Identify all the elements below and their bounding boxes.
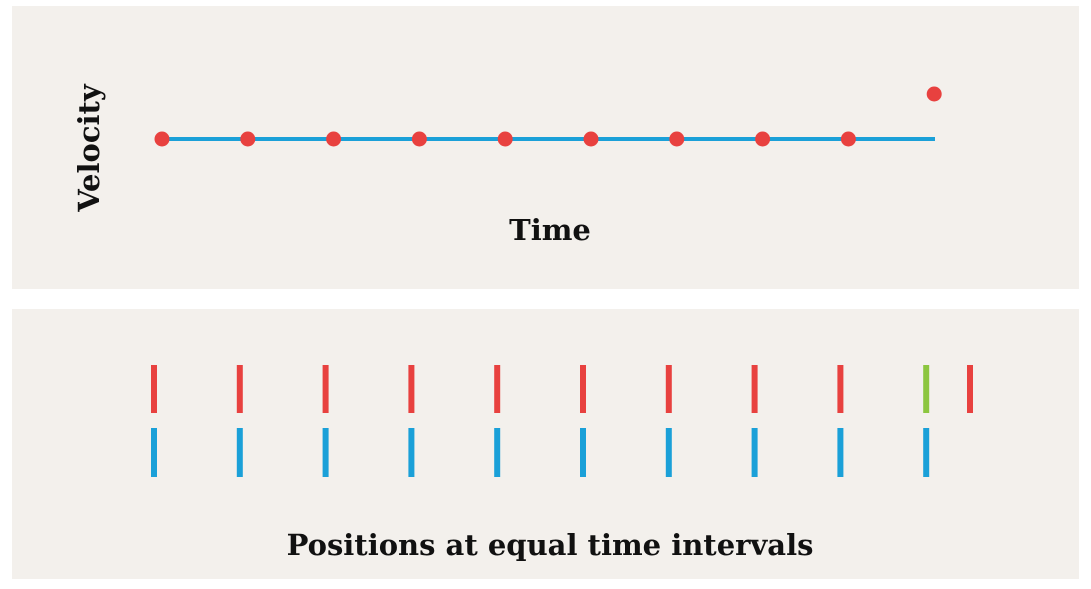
velocity-dot	[154, 131, 170, 147]
top-position-marks	[151, 365, 973, 413]
top-position-mark	[837, 365, 844, 413]
x-axis-label: Time	[509, 213, 591, 247]
bottom-position-mark	[408, 428, 415, 477]
bottom-position-mark	[580, 428, 586, 477]
bottom-position-marks	[151, 428, 930, 477]
top-position-mark	[236, 365, 243, 413]
y-axis-label: Velocity	[72, 83, 106, 213]
highlighted-position-mark	[923, 365, 930, 413]
top-position-mark	[151, 365, 157, 413]
velocity-dot	[411, 131, 427, 147]
velocity-dot	[755, 131, 771, 147]
bottom-position-mark	[837, 428, 844, 477]
bottom-position-mark	[665, 428, 672, 477]
top-position-mark	[408, 365, 415, 413]
bottom-position-mark	[151, 428, 157, 477]
velocity-dot	[840, 131, 856, 147]
shifted-position-mark	[967, 365, 973, 413]
velocity-graph: Velocity Time	[72, 83, 942, 247]
top-position-mark	[665, 365, 672, 413]
velocity-dot	[326, 131, 342, 147]
top-position-mark	[322, 365, 329, 413]
velocity-dot	[669, 131, 685, 147]
velocity-time-panel	[12, 6, 1079, 289]
positions-panel	[12, 309, 1079, 579]
top-position-mark	[494, 365, 501, 413]
bottom-position-mark	[751, 428, 758, 477]
positions-caption: Positions at equal time intervals	[287, 528, 814, 562]
bottom-position-mark	[923, 428, 930, 477]
bottom-position-mark	[494, 428, 501, 477]
velocity-dot	[497, 131, 513, 147]
positions-graph: Positions at equal time intervals	[151, 365, 973, 562]
velocity-dot	[926, 86, 942, 102]
velocity-dot	[583, 131, 599, 147]
velocity-dot	[240, 131, 256, 147]
bottom-position-mark	[236, 428, 243, 477]
top-position-mark	[580, 365, 586, 413]
velocity-dots	[154, 86, 942, 147]
bottom-position-mark	[322, 428, 329, 477]
top-position-mark	[751, 365, 758, 413]
